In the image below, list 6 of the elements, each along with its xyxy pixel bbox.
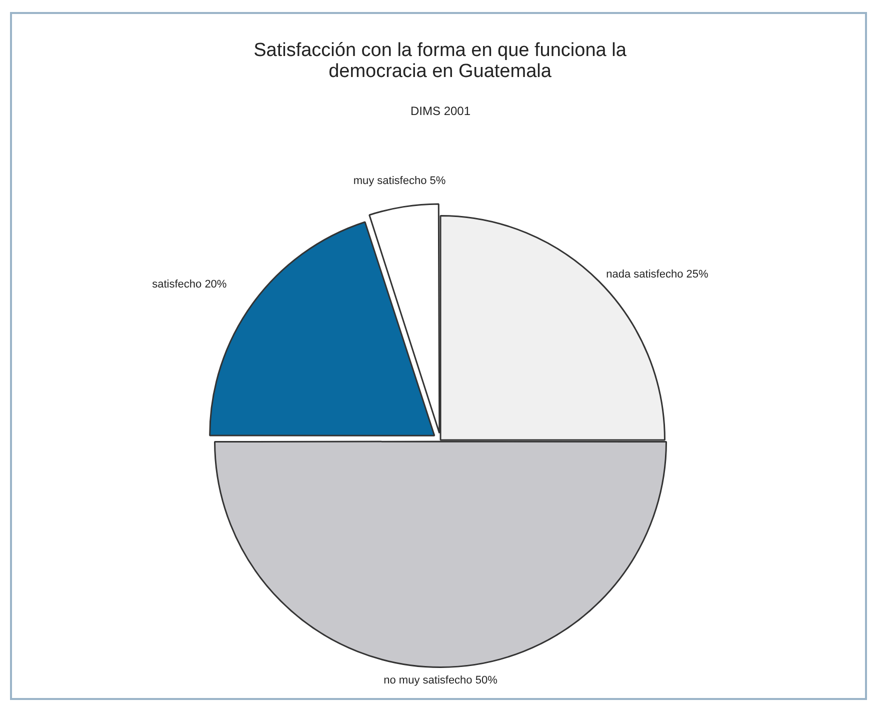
slice-label: muy satisfecho 5% [353, 175, 446, 188]
slice-label: nada satisfecho 25% [606, 268, 708, 280]
chart-title: Satisfacción con la forma en que funciona la democracia en Guatemala [252, 40, 628, 82]
slice-label: no muy satisfecho 50% [384, 674, 498, 686]
slice-label: satisfecho 20% [152, 278, 227, 291]
chart-subtitle: DIMS 2001 [409, 104, 472, 118]
